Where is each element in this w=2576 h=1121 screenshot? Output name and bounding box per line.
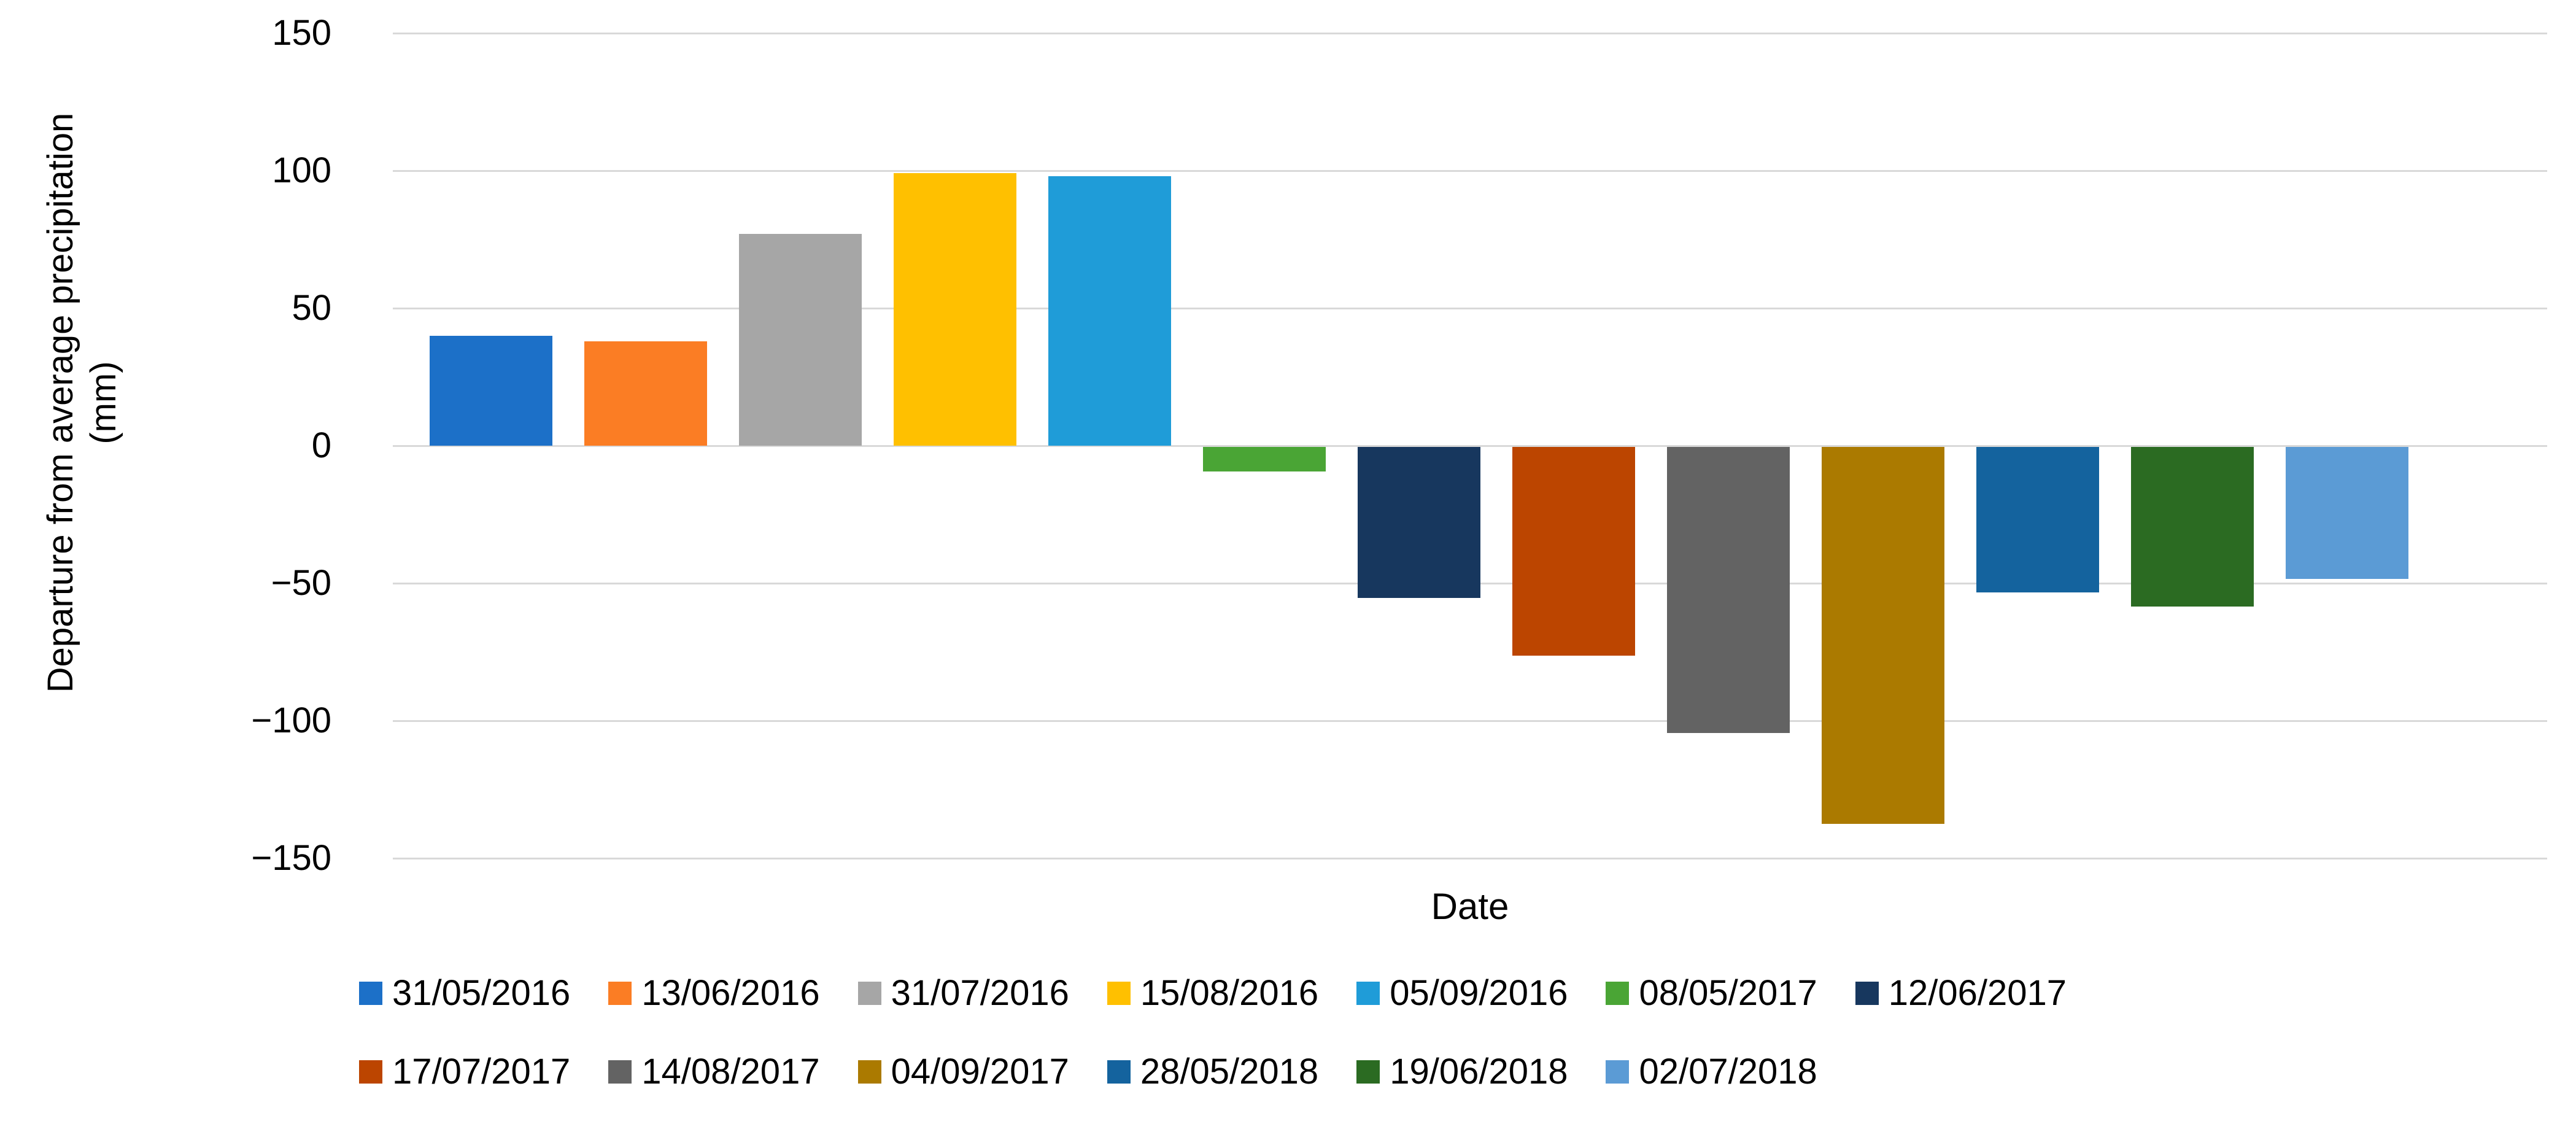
- legend-label: 04/09/2017: [891, 1052, 1069, 1092]
- y-axis-tick-label: 100: [272, 150, 331, 190]
- legend-label: 28/05/2018: [1140, 1052, 1319, 1092]
- legend-item: 31/07/2016: [857, 969, 1069, 1018]
- legend-label: 08/05/2017: [1639, 973, 1817, 1013]
- legend-swatch-icon: [1356, 982, 1380, 1005]
- bar-28-05-2018: [1976, 447, 2099, 593]
- plot-area: [393, 33, 2547, 859]
- bar-05-09-2016: [1048, 176, 1171, 446]
- gridline: [393, 308, 2547, 309]
- legend-swatch-icon: [608, 1060, 632, 1084]
- legend-label: 14/08/2017: [641, 1052, 820, 1092]
- legend-label: 15/08/2016: [1140, 973, 1319, 1013]
- legend-item: 13/06/2016: [608, 969, 820, 1018]
- bar-31-07-2016: [739, 234, 862, 446]
- y-axis-tick-label: 0: [311, 425, 331, 465]
- legend-swatch-icon: [1606, 1060, 1630, 1084]
- legend-label: 31/05/2016: [392, 973, 571, 1013]
- legend-item: 19/06/2018: [1356, 1047, 1568, 1096]
- bar-19-06-2018: [2131, 447, 2254, 607]
- legend-row-2: 17/07/2017 14/08/2017 04/09/2017 28/05/2018…: [359, 1047, 1855, 1096]
- bar-04-09-2017: [1822, 447, 1944, 824]
- y-axis-tick-label: −50: [271, 563, 331, 603]
- y-axis-title-line2: (mm): [83, 361, 123, 444]
- legend-row-1: 31/05/2016 13/06/2016 31/07/2016 15/08/2016…: [359, 969, 2105, 1018]
- legend-swatch-icon: [1855, 982, 1879, 1005]
- bar-08-05-2017: [1203, 447, 1326, 472]
- legend-swatch-icon: [857, 1060, 881, 1084]
- legend-label: 12/06/2017: [1888, 973, 2067, 1013]
- legend-item: 15/08/2016: [1107, 969, 1318, 1018]
- legend-item: 17/07/2017: [359, 1047, 570, 1096]
- legend-swatch-icon: [1107, 982, 1131, 1005]
- y-axis-tick-label: −150: [251, 838, 331, 878]
- gridline: [393, 858, 2547, 859]
- legend-label: 31/07/2016: [891, 973, 1069, 1013]
- legend-swatch-icon: [359, 982, 382, 1005]
- legend-label: 13/06/2016: [641, 973, 820, 1013]
- legend-item: 31/05/2016: [359, 969, 570, 1018]
- bar-02-07-2018: [2286, 447, 2408, 580]
- y-axis-title-line1: Departure from average precipitation: [41, 112, 80, 693]
- bar-14-08-2017: [1667, 447, 1790, 733]
- legend-label: 02/07/2018: [1639, 1052, 1817, 1092]
- y-axis-title: Departure from average precipitation (mm…: [39, 0, 125, 815]
- gridline: [393, 720, 2547, 722]
- legend-swatch-icon: [1606, 982, 1630, 1005]
- bar-13-06-2016: [584, 341, 707, 446]
- gridline: [393, 33, 2547, 34]
- legend-item: 04/09/2017: [857, 1047, 1069, 1096]
- y-axis-tick-labels: 150 100 50 0 −50 −100 −150: [123, 0, 331, 1121]
- gridline: [393, 445, 2547, 447]
- legend-item: 12/06/2017: [1855, 969, 2067, 1018]
- legend-item: 28/05/2018: [1107, 1047, 1318, 1096]
- x-axis-title: Date: [1431, 886, 1509, 927]
- bar-12-06-2017: [1358, 447, 1480, 599]
- y-axis-tick-label: 50: [292, 288, 331, 328]
- legend-swatch-icon: [608, 982, 632, 1005]
- legend-label: 17/07/2017: [392, 1052, 571, 1092]
- legend-item: 08/05/2017: [1606, 969, 1817, 1018]
- legend-item: 02/07/2018: [1606, 1047, 1817, 1096]
- legend-swatch-icon: [359, 1060, 382, 1084]
- legend-label: 05/09/2016: [1390, 973, 1568, 1013]
- legend-swatch-icon: [1107, 1060, 1131, 1084]
- legend-swatch-icon: [857, 982, 881, 1005]
- legend-swatch-icon: [1356, 1060, 1380, 1084]
- bar-15-08-2016: [894, 173, 1016, 446]
- legend-item: 05/09/2016: [1356, 969, 1568, 1018]
- y-axis-tick-label: −100: [251, 700, 331, 740]
- gridline: [393, 170, 2547, 172]
- legend-item: 14/08/2017: [608, 1047, 820, 1096]
- y-axis-tick-label: 150: [272, 13, 331, 53]
- bar-31-05-2016: [430, 335, 552, 446]
- legend-label: 19/06/2018: [1390, 1052, 1568, 1092]
- bar-17-07-2017: [1512, 447, 1635, 656]
